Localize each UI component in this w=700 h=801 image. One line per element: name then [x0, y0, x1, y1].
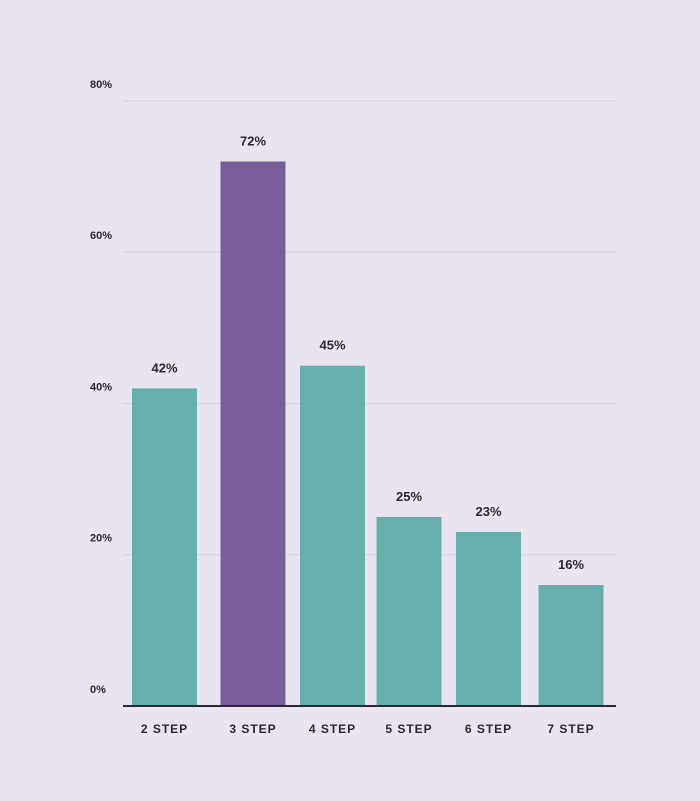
data-label: 42%	[151, 360, 177, 375]
data-label: 25%	[396, 489, 422, 504]
data-label: 23%	[475, 504, 501, 519]
data-label: 72%	[240, 134, 266, 149]
y-tick-label: 40%	[90, 381, 112, 393]
y-tick-label: 20%	[90, 533, 112, 545]
y-tick-label: 0%	[90, 684, 106, 696]
data-label: 16%	[558, 557, 584, 572]
y-tick-label: 80%	[90, 79, 112, 91]
x-tick-label: 4 STEP	[309, 722, 356, 736]
x-tick-label: 2 STEP	[141, 722, 188, 736]
bar	[538, 585, 604, 706]
x-tick-label: 5 STEP	[385, 722, 432, 736]
bars	[132, 161, 604, 706]
bar	[456, 532, 521, 706]
bar	[300, 365, 365, 706]
bar	[376, 516, 442, 706]
bar	[132, 388, 197, 706]
data-label: 45%	[319, 338, 345, 353]
x-tick-label: 6 STEP	[465, 722, 512, 736]
bar	[220, 161, 286, 706]
labels: 0% 20% 40% 60% 80% 42% 2 STEP 72% 3 STEP 45% 4 STE…	[90, 79, 594, 736]
gridlines	[123, 100, 616, 556]
x-tick-label: 3 STEP	[229, 722, 276, 736]
x-tick-label: 7 STEP	[547, 722, 594, 736]
y-tick-label: 60%	[90, 230, 112, 242]
